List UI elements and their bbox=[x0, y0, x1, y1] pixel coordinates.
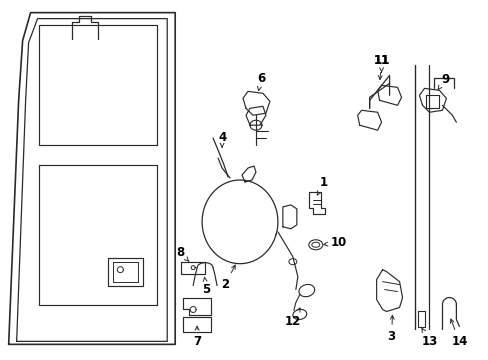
Text: 7: 7 bbox=[193, 326, 201, 348]
Text: 9: 9 bbox=[437, 73, 448, 90]
Text: 11: 11 bbox=[373, 54, 389, 80]
Ellipse shape bbox=[288, 259, 296, 265]
Ellipse shape bbox=[308, 240, 322, 250]
Text: 11: 11 bbox=[373, 54, 389, 72]
Ellipse shape bbox=[298, 284, 314, 297]
Text: 13: 13 bbox=[421, 328, 437, 348]
Text: 6: 6 bbox=[256, 72, 264, 91]
Text: 2: 2 bbox=[221, 265, 235, 291]
Text: 14: 14 bbox=[449, 319, 467, 348]
Text: 4: 4 bbox=[218, 131, 226, 147]
Text: 8: 8 bbox=[176, 246, 189, 262]
Text: 3: 3 bbox=[386, 315, 395, 343]
Text: 1: 1 bbox=[317, 176, 327, 195]
Text: 10: 10 bbox=[323, 236, 346, 249]
Ellipse shape bbox=[292, 310, 306, 320]
Text: 5: 5 bbox=[202, 277, 210, 296]
Text: 12: 12 bbox=[284, 308, 301, 328]
Ellipse shape bbox=[311, 242, 319, 247]
